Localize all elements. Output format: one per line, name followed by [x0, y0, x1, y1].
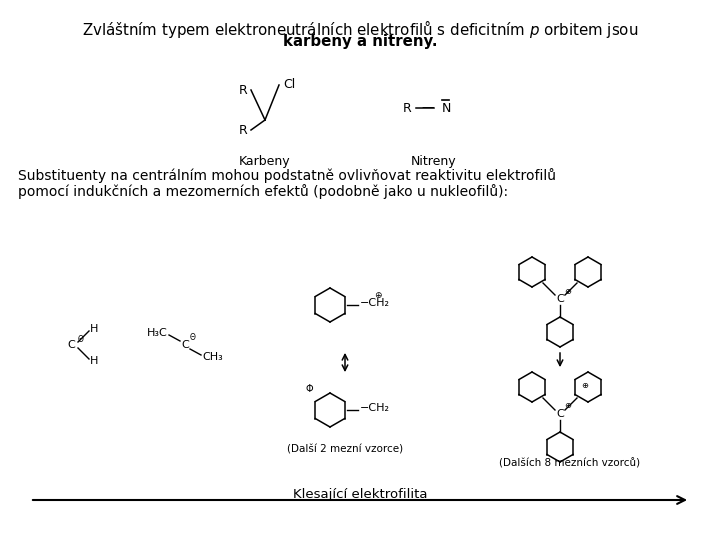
Text: $Θ$: $Θ$: [77, 333, 85, 343]
Text: Karbeny: Karbeny: [239, 155, 291, 168]
Text: C: C: [67, 340, 75, 350]
Text: Nitreny: Nitreny: [411, 155, 456, 168]
Text: −CH₂: −CH₂: [360, 298, 390, 308]
Text: pomocí indukčních a mezomerních efektů (podobně jako u nukleofilů):: pomocí indukčních a mezomerních efektů (…: [18, 184, 508, 199]
Text: Substituenty na centrálním mohou podstatně ovlivňovat reaktivitu elektrofilů: Substituenty na centrálním mohou podstat…: [18, 168, 556, 183]
Text: $\oplus$: $\oplus$: [564, 287, 572, 295]
Text: (Dalších 8 mezních vzorců): (Dalších 8 mezních vzorců): [500, 458, 641, 468]
Text: C: C: [181, 340, 189, 350]
Text: C: C: [556, 294, 564, 304]
Text: H: H: [90, 324, 98, 334]
Text: −CH₂: −CH₂: [360, 403, 390, 413]
Text: $\oplus$: $\oplus$: [374, 290, 382, 300]
Text: $Φ$: $Φ$: [305, 382, 315, 394]
Text: $Θ$: $Θ$: [189, 332, 197, 342]
Text: Zvláštním typem elektroneutrálních elektrofilů s deficitním $p$ orbitem jsou: Zvláštním typem elektroneutrálních elekt…: [82, 18, 638, 40]
Text: $\oplus$: $\oplus$: [564, 402, 572, 410]
Text: Cl: Cl: [283, 78, 295, 91]
Text: Klesající elektrofilita: Klesající elektrofilita: [293, 488, 427, 501]
Text: H: H: [90, 356, 98, 366]
Text: C: C: [556, 409, 564, 419]
Text: R: R: [403, 102, 412, 114]
Text: CH₃: CH₃: [202, 352, 223, 362]
Text: N: N: [442, 102, 451, 114]
Text: H₃C: H₃C: [147, 328, 167, 338]
Text: (Další 2 mezní vzorce): (Další 2 mezní vzorce): [287, 445, 403, 455]
Text: karbeny a nitreny.: karbeny a nitreny.: [283, 34, 437, 49]
Text: $\oplus$: $\oplus$: [581, 381, 589, 389]
Text: R: R: [238, 84, 247, 97]
Text: —: —: [422, 102, 434, 114]
Text: R: R: [238, 124, 247, 137]
